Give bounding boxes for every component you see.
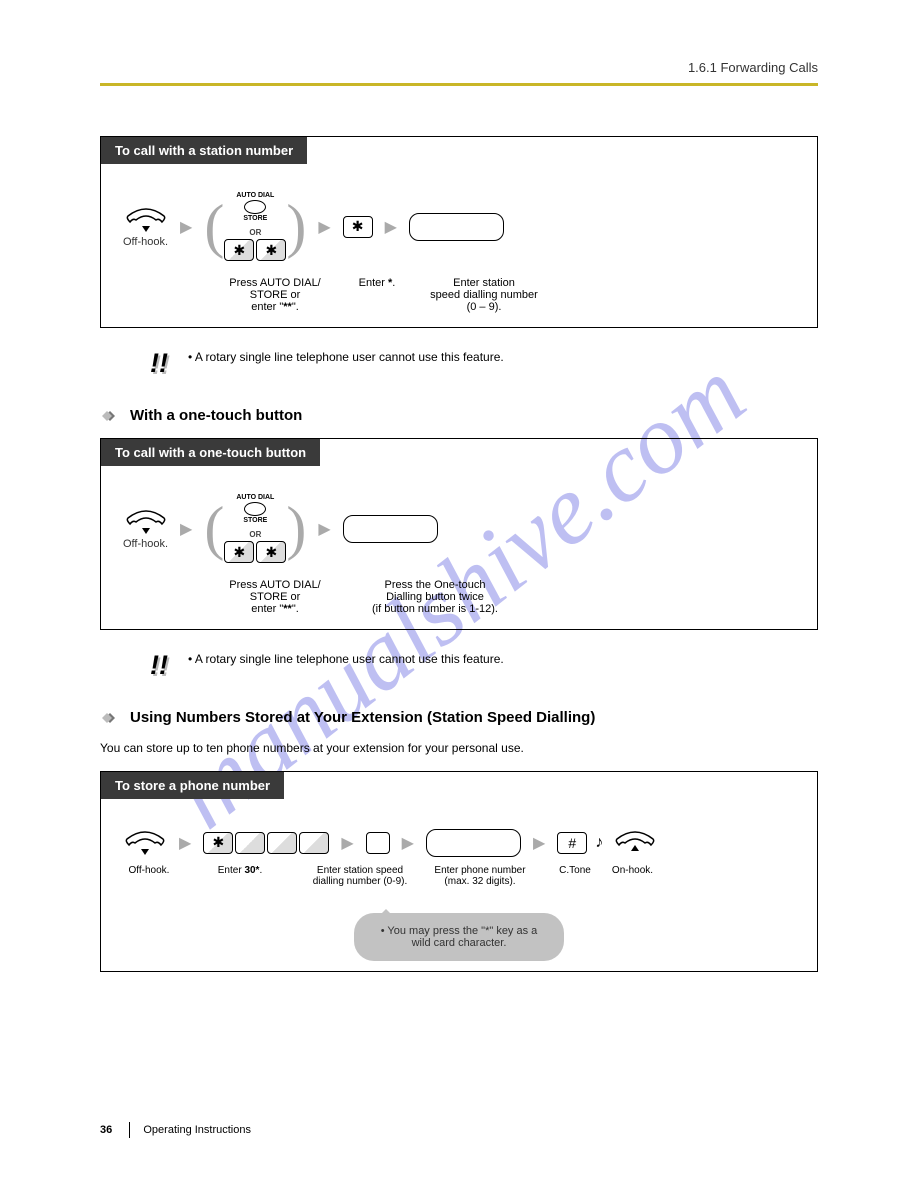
arrow-icon: ▶: [180, 217, 192, 237]
procedure-body-3: ▶ ✱ ▶ ▶ ▶ # ♪: [101, 799, 817, 865]
bracket-group-1: ( AUTO DIAL STORE OR ✱ ✱ ): [204, 192, 306, 261]
handset-onhook-icon: [613, 827, 657, 859]
procedure-body-2: Off-hook. ▶ ( AUTO DIAL STORE OR ✱ ✱: [101, 466, 817, 579]
key-3-icon: [235, 832, 265, 854]
offhook-label: Off-hook.: [123, 538, 168, 551]
hash-key-icon: #: [557, 832, 587, 854]
page-content: 1.6.1 Forwarding Calls To call with a st…: [0, 0, 918, 1032]
step-station-number: [409, 213, 504, 241]
auto-dial-store-button: AUTO DIAL STORE: [236, 494, 274, 524]
footer-text: Operating Instructions: [143, 1124, 251, 1136]
star-key-icon: ✱: [224, 239, 254, 261]
handset-offhook-icon: [123, 827, 167, 859]
auto-dial-store-button: AUTO DIAL STORE: [236, 192, 274, 222]
star-key-icon: ✱: [224, 541, 254, 563]
page-footer: 36 Operating Instructions: [100, 1122, 251, 1138]
header-breadcrumb: 1.6.1 Forwarding Calls: [100, 60, 818, 75]
procedure-body-1: Off-hook. ▶ ( AUTO DIAL STORE OR ✱ ✱: [101, 164, 817, 277]
arrow-icon: ▶: [385, 217, 397, 237]
step-offhook: [123, 827, 167, 859]
offhook-label: Off-hook.: [123, 236, 168, 249]
paren-right-icon: ): [286, 494, 306, 563]
footer-divider-icon: [129, 1122, 130, 1138]
store-label: Press AUTO DIAL/STORE orenter "**".: [205, 277, 345, 313]
entry-box-icon: [426, 829, 521, 857]
step-star: ✱: [343, 216, 373, 238]
arrow-icon: ▶: [180, 519, 192, 539]
arrow-icon: ▶: [402, 833, 414, 853]
footer-page-number: 36: [100, 1124, 112, 1136]
or-label: OR: [249, 530, 261, 539]
entry-small-icon: [366, 832, 390, 854]
step-speeddial-num: [366, 832, 390, 854]
step-phone-number: [426, 829, 521, 857]
step-onetouch: [343, 515, 438, 543]
paren-left-icon: (: [204, 494, 224, 563]
procedure-header-1: To call with a station number: [101, 137, 307, 164]
step-offhook: Off-hook.: [123, 204, 168, 249]
store-label: Press AUTO DIAL/STORE orenter "**".: [205, 579, 345, 615]
paren-left-icon: (: [204, 192, 224, 261]
procedure-box-3: To store a phone number ▶ ✱ ▶ ▶: [100, 771, 818, 972]
diamond-bullet-icon: [100, 409, 120, 423]
arrow-icon: ▶: [533, 833, 545, 853]
subsection-onetouch: With a one-touch button: [100, 407, 818, 424]
note-1: !! • A rotary single line telephone user…: [150, 348, 818, 379]
bracket-group-2: ( AUTO DIAL STORE OR ✱ ✱ ): [204, 494, 306, 563]
procedure-box-2: To call with a one-touch button Off-hook…: [100, 438, 818, 630]
arrow-icon: ▶: [341, 833, 353, 853]
handset-offhook-icon: [124, 506, 168, 538]
speeddial-label: Enter station speeddialling number (0-9)…: [305, 865, 415, 887]
paren-right-icon: ): [286, 192, 306, 261]
note-2: !! • A rotary single line telephone user…: [150, 650, 818, 681]
phoneno-label: Enter phone number(max. 32 digits).: [415, 865, 545, 887]
handset-offhook-icon: [124, 204, 168, 236]
star-key-icon: ✱: [343, 216, 373, 238]
step-onhook: [613, 827, 657, 859]
header-rule: [100, 83, 818, 86]
exclamation-icon: !!: [150, 650, 168, 681]
onetouch-label: Press the One-touchDialling button twice…: [345, 579, 525, 615]
procedure-box-1: To call with a station number Off-hook. …: [100, 136, 818, 328]
exclamation-icon: !!: [150, 348, 168, 379]
ctone-label: C.Tone: [545, 865, 605, 887]
station-label: Enter stationspeed dialling number(0 – 9…: [409, 277, 559, 313]
onhook-label: On-hook.: [605, 865, 660, 887]
procedure-header-3: To store a phone number: [101, 772, 284, 799]
note-text-1: • A rotary single line telephone user ca…: [188, 348, 504, 379]
key-star-icon: ✱: [203, 832, 233, 854]
arrow-icon: ▶: [318, 519, 330, 539]
body-text: You can store up to ten phone numbers at…: [100, 740, 818, 757]
subsection-speeddial: Using Numbers Stored at Your Extension (…: [100, 709, 818, 726]
arrow-icon: ▶: [179, 833, 191, 853]
speech-bubble: • You may press the "*" key as a wild ca…: [354, 913, 564, 961]
key-star-icon: [299, 832, 329, 854]
subsection-title-2: Using Numbers Stored at Your Extension (…: [130, 709, 595, 726]
keys-label: Enter 30*.: [175, 865, 305, 887]
entry-box-icon: [343, 515, 438, 543]
entry-box-icon: [409, 213, 504, 241]
star-key-icon: ✱: [256, 239, 286, 261]
subsection-title-1: With a one-touch button: [130, 407, 302, 424]
note-text-2: • A rotary single line telephone user ca…: [188, 650, 504, 681]
step-offhook: Off-hook.: [123, 506, 168, 551]
key-sequence: ✱: [203, 832, 329, 854]
key-0-icon: [267, 832, 297, 854]
music-note-icon: ♪: [595, 834, 603, 852]
star-label: Enter *.: [345, 277, 409, 313]
offhook-label: Off-hook.: [123, 865, 175, 887]
star-key-icon: ✱: [256, 541, 286, 563]
or-label: OR: [249, 228, 261, 237]
diamond-bullet-icon: [100, 711, 120, 725]
procedure-header-2: To call with a one-touch button: [101, 439, 320, 466]
arrow-icon: ▶: [318, 217, 330, 237]
